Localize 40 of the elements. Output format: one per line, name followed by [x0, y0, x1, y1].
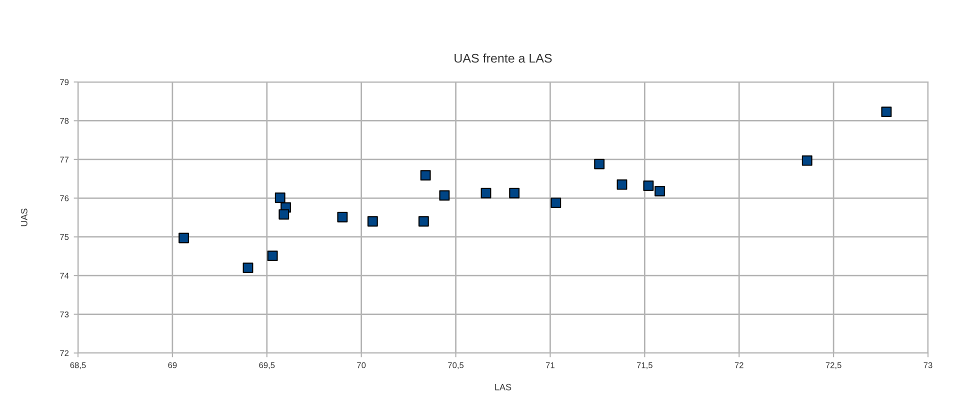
x-tick-label: 72: [734, 362, 744, 368]
point: [418, 216, 429, 227]
point: [550, 198, 562, 208]
point: [509, 188, 520, 198]
y-tick-label: 75: [60, 234, 69, 240]
y-tick-label: 78: [60, 118, 69, 124]
x-axis-title: LAS: [495, 384, 512, 390]
point: [480, 188, 492, 198]
point: [439, 190, 450, 201]
x-tick-label: 70,5: [448, 362, 464, 370]
point: [242, 262, 254, 274]
y-axis-title: UAS: [20, 208, 28, 226]
x-tick-label: 70: [357, 362, 366, 368]
point: [337, 212, 348, 222]
y-tick-label: 76: [60, 195, 69, 202]
point: [267, 250, 278, 262]
x-tick-label: 71: [546, 362, 554, 368]
point: [643, 180, 654, 191]
point: [420, 170, 431, 181]
point: [274, 192, 286, 203]
point: [178, 232, 189, 244]
point: [802, 155, 812, 166]
y-tick-label: 74: [60, 272, 69, 279]
chart-title: UAS frente a LAS: [454, 54, 552, 63]
point: [881, 106, 892, 118]
y-tick-label: 72: [60, 350, 69, 356]
point: [367, 216, 378, 227]
x-tick-label: 71,5: [636, 362, 652, 370]
y-tick-label: 79: [60, 79, 69, 86]
x-tick-label: 69: [168, 362, 177, 368]
x-tick-label: 69,5: [259, 362, 275, 370]
point: [616, 179, 628, 190]
x-tick-label: 68,5: [70, 362, 86, 370]
y-tick-label: 77: [60, 156, 69, 162]
point: [594, 158, 605, 170]
point: [278, 209, 290, 220]
point: [654, 186, 665, 196]
x-tick-label: 72,5: [826, 362, 842, 370]
y-tick-label: 73: [60, 311, 69, 318]
x-tick-label: 73: [924, 362, 932, 368]
